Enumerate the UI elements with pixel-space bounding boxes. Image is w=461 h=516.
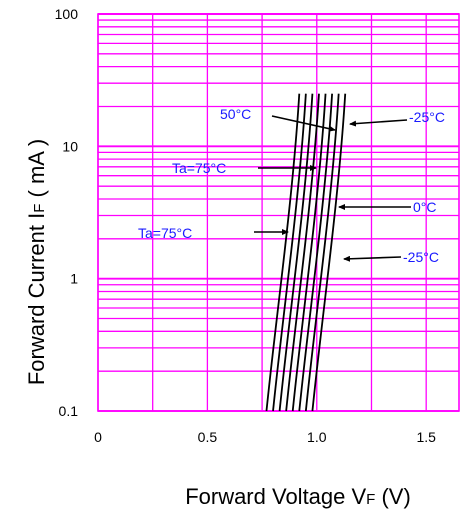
annotation-label: -25°C xyxy=(409,109,445,125)
x-tick-label: 0 xyxy=(94,429,102,445)
tick-label-layer: 0 0.5 1.0 1.5 0.1 1 10 100 xyxy=(55,6,436,445)
grid-layer xyxy=(97,13,460,412)
plot-frame xyxy=(97,13,460,412)
curve-3 xyxy=(278,93,314,412)
annotation-label: 50°C xyxy=(220,106,251,122)
curve-5 xyxy=(291,93,327,412)
y-axis-title: Forward Current IF ( mA ) xyxy=(24,139,49,385)
curve-layer xyxy=(265,93,347,412)
annotation-leader xyxy=(343,255,402,262)
y-tick-label: 10 xyxy=(62,138,78,154)
x-tick-label: 1.5 xyxy=(416,429,436,445)
curve-4 xyxy=(285,93,320,412)
annotation-label: -25°C xyxy=(403,249,439,265)
curve-7 xyxy=(304,93,340,412)
curve-2 xyxy=(272,93,307,412)
curve-8 xyxy=(311,93,347,412)
x-tick-label: 1.0 xyxy=(307,429,327,445)
y-tick-label: 1 xyxy=(70,271,78,287)
annotation-label: Ta=75°C xyxy=(172,160,226,176)
curve-6 xyxy=(298,93,333,412)
y-tick-label: 100 xyxy=(55,6,79,22)
x-axis-title: Forward Voltage VF (V) xyxy=(185,484,411,509)
annotation-layer: 50°C -25°C Ta=75°C 0°C Ta=75°C -25°C xyxy=(138,106,445,265)
x-tick-label: 0.5 xyxy=(198,429,218,445)
annotation-leader xyxy=(271,115,336,132)
annotation-leader xyxy=(349,119,408,127)
annotation-label: Ta=75°C xyxy=(138,225,192,241)
annotation-label: 0°C xyxy=(413,199,437,215)
y-tick-label: 0.1 xyxy=(59,403,79,419)
curve-1 xyxy=(265,93,301,412)
